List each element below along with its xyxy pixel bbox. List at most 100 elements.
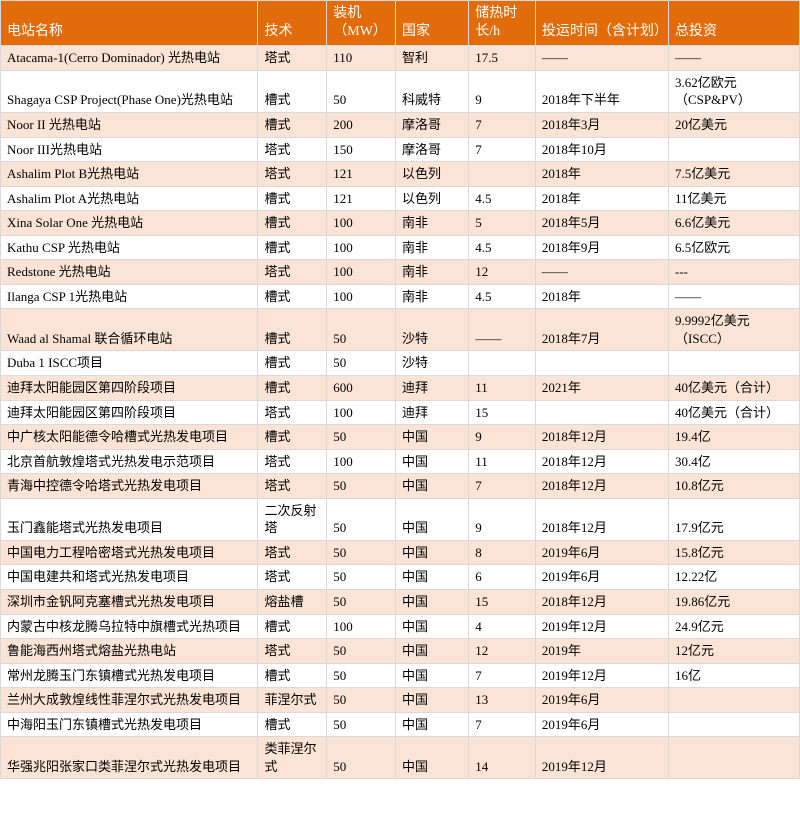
cell: 中广核太阳能德令哈槽式光热发电项目: [1, 425, 258, 450]
table-body: Atacama-1(Cerro Dominador) 光热电站塔式110智利17…: [1, 46, 800, 779]
cell: 中国: [396, 474, 469, 499]
cell: 50: [327, 540, 396, 565]
cell: [669, 351, 800, 376]
cell: 50: [327, 639, 396, 664]
cell: 17.9亿元: [669, 498, 800, 540]
cell: 121: [327, 186, 396, 211]
cell: 南非: [396, 260, 469, 285]
cell: 槽式: [258, 70, 327, 112]
cell: 12.22亿: [669, 565, 800, 590]
cell: 熔盐槽: [258, 589, 327, 614]
cell: [535, 400, 668, 425]
table-row: 迪拜太阳能园区第四阶段项目塔式100迪拜1540亿美元（合计）: [1, 400, 800, 425]
cell: 塔式: [258, 540, 327, 565]
cell: 2019年6月: [535, 688, 668, 713]
cell: Ashalim Plot A光热电站: [1, 186, 258, 211]
cell: 中国: [396, 449, 469, 474]
cell: 100: [327, 260, 396, 285]
cell: 2019年12月: [535, 614, 668, 639]
table-row: Ilanga CSP 1光热电站槽式100南非4.52018年——: [1, 284, 800, 309]
cell: 50: [327, 712, 396, 737]
cell: 2018年12月: [535, 498, 668, 540]
cell: 内蒙古中核龙腾乌拉特中旗槽式光热项目: [1, 614, 258, 639]
cell: 华强兆阳张家口类菲涅尔式光热发电项目: [1, 737, 258, 779]
cell: 2019年6月: [535, 540, 668, 565]
cell: 40亿美元（合计）: [669, 376, 800, 401]
cell: 12: [469, 260, 536, 285]
cell: 南非: [396, 211, 469, 236]
cell: 二次反射塔: [258, 498, 327, 540]
cell: 槽式: [258, 113, 327, 138]
cell: 中海阳玉门东镇槽式光热发电项目: [1, 712, 258, 737]
cell: 50: [327, 70, 396, 112]
cell: [669, 137, 800, 162]
cell: 2018年10月: [535, 137, 668, 162]
cell: 兰州大成敦煌线性菲涅尔式光热发电项目: [1, 688, 258, 713]
cell: 中国: [396, 540, 469, 565]
cell: 50: [327, 309, 396, 351]
cell: Ashalim Plot B光热电站: [1, 162, 258, 187]
cell: Shagaya CSP Project(Phase One)光热电站: [1, 70, 258, 112]
cell: 类菲涅尔式: [258, 737, 327, 779]
cell: 30.4亿: [669, 449, 800, 474]
csp-plants-table: 电站名称技术装机（MW）国家储热时长/h投运时间（含计划）总投资 Atacama…: [0, 0, 800, 779]
cell: 15: [469, 400, 536, 425]
cell: 中国: [396, 565, 469, 590]
table-header: 电站名称技术装机（MW）国家储热时长/h投运时间（含计划）总投资: [1, 1, 800, 46]
cell: [669, 712, 800, 737]
cell: 12亿元: [669, 639, 800, 664]
cell: 深圳市金钒阿克塞槽式光热发电项目: [1, 589, 258, 614]
col-header-0: 电站名称: [1, 1, 258, 46]
cell: 50: [327, 589, 396, 614]
cell: 智利: [396, 46, 469, 71]
cell: 20亿美元: [669, 113, 800, 138]
col-header-4: 储热时长/h: [469, 1, 536, 46]
cell: 40亿美元（合计）: [669, 400, 800, 425]
cell: Duba 1 ISCC项目: [1, 351, 258, 376]
cell: 16亿: [669, 663, 800, 688]
cell: 7: [469, 663, 536, 688]
cell: [669, 737, 800, 779]
cell: 槽式: [258, 351, 327, 376]
cell: 塔式: [258, 260, 327, 285]
cell: 迪拜: [396, 376, 469, 401]
cell: 2018年5月: [535, 211, 668, 236]
table-row: 内蒙古中核龙腾乌拉特中旗槽式光热项目槽式100中国42019年12月24.9亿元: [1, 614, 800, 639]
cell: 5: [469, 211, 536, 236]
cell: 100: [327, 400, 396, 425]
col-header-6: 总投资: [669, 1, 800, 46]
cell: 塔式: [258, 162, 327, 187]
cell: 24.9亿元: [669, 614, 800, 639]
cell: 中国电建共和塔式光热发电项目: [1, 565, 258, 590]
table-row: 鲁能海西州塔式熔盐光热电站塔式50中国122019年12亿元: [1, 639, 800, 664]
cell: 塔式: [258, 639, 327, 664]
cell: Kathu CSP 光热电站: [1, 235, 258, 260]
cell: 塔式: [258, 449, 327, 474]
table-row: 玉门鑫能塔式光热发电项目二次反射塔50中国92018年12月17.9亿元: [1, 498, 800, 540]
cell: 常州龙腾玉门东镇槽式光热发电项目: [1, 663, 258, 688]
cell: 槽式: [258, 211, 327, 236]
cell: 10.8亿元: [669, 474, 800, 499]
cell: ——: [535, 260, 668, 285]
cell: 50: [327, 663, 396, 688]
table-row: Shagaya CSP Project(Phase One)光热电站槽式50科威…: [1, 70, 800, 112]
cell: 槽式: [258, 425, 327, 450]
cell: 9: [469, 498, 536, 540]
table-row: 常州龙腾玉门东镇槽式光热发电项目槽式50中国72019年12月16亿: [1, 663, 800, 688]
cell: 2018年12月: [535, 589, 668, 614]
cell: 19.4亿: [669, 425, 800, 450]
cell: 100: [327, 284, 396, 309]
cell: 13: [469, 688, 536, 713]
cell: 2019年12月: [535, 737, 668, 779]
table-row: Ashalim Plot B光热电站塔式121以色列2018年7.5亿美元: [1, 162, 800, 187]
cell: [669, 688, 800, 713]
cell: 中国: [396, 614, 469, 639]
cell: 塔式: [258, 565, 327, 590]
cell: 15.8亿元: [669, 540, 800, 565]
cell: 2018年: [535, 284, 668, 309]
cell: 中国: [396, 712, 469, 737]
cell: 中国: [396, 425, 469, 450]
cell: 6.5亿欧元: [669, 235, 800, 260]
cell: 7: [469, 137, 536, 162]
cell: 南非: [396, 235, 469, 260]
